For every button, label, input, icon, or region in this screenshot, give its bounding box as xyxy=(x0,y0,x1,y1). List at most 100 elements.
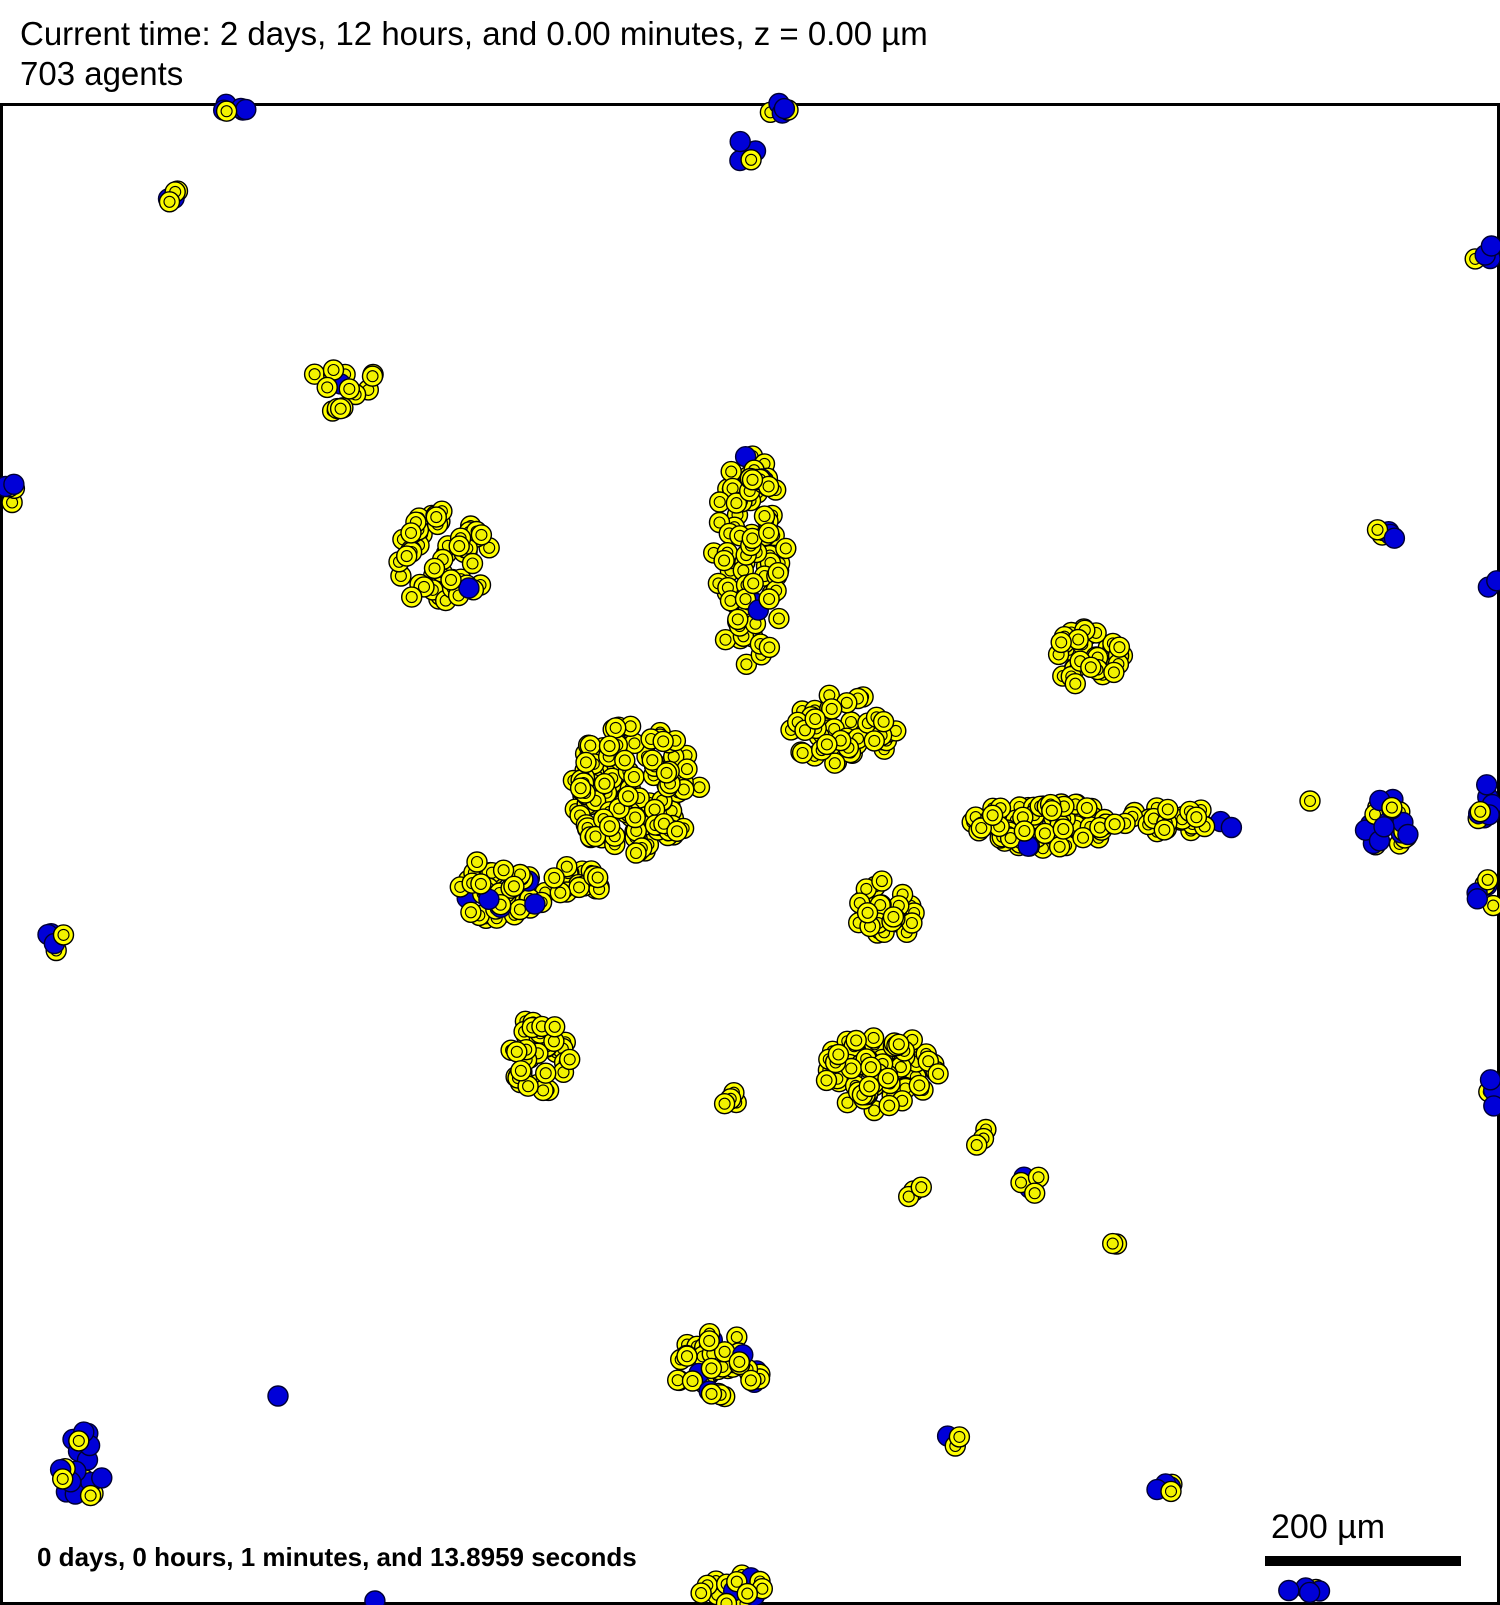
cell-yellow xyxy=(728,1351,750,1373)
cell-yellow xyxy=(871,870,893,892)
cell-yellow xyxy=(910,1176,932,1198)
cell-yellow xyxy=(158,191,181,213)
cell-yellow xyxy=(396,545,418,567)
cell-yellow xyxy=(719,590,742,612)
cell-yellow xyxy=(840,1057,862,1080)
cell-blue xyxy=(1480,235,1500,257)
cell-blue xyxy=(1373,816,1395,838)
cell-yellow xyxy=(623,766,645,788)
cell-yellow xyxy=(878,1094,900,1117)
cell-yellow xyxy=(1157,798,1179,821)
cell-yellow xyxy=(827,1043,850,1066)
cell-yellow xyxy=(1041,800,1063,822)
cell-yellow xyxy=(1027,1166,1050,1189)
cell-blue xyxy=(1486,570,1500,592)
cell-yellow xyxy=(715,1592,738,1605)
cell-blue xyxy=(458,577,480,599)
cell-yellow xyxy=(666,820,688,842)
cell-yellow xyxy=(856,902,879,924)
cell-yellow xyxy=(423,557,446,580)
cell-yellow xyxy=(758,588,780,610)
cell-yellow xyxy=(714,629,737,651)
cell-yellow xyxy=(676,1345,698,1367)
cell-yellow xyxy=(725,492,748,514)
cell-yellow xyxy=(1052,818,1075,840)
cell-yellow xyxy=(877,1067,899,1090)
cell-yellow xyxy=(401,586,423,608)
cell-yellow xyxy=(767,562,789,584)
cell-yellow xyxy=(1103,813,1126,835)
cell-blue xyxy=(364,1590,386,1605)
cell-blue xyxy=(267,1385,289,1407)
cell-yellow xyxy=(768,607,790,630)
cell-yellow xyxy=(470,873,492,895)
cell-yellow xyxy=(329,398,352,420)
cell-yellow xyxy=(758,522,780,544)
cell-yellow xyxy=(753,505,776,527)
cell-yellow xyxy=(466,851,488,873)
cell-blue xyxy=(1466,888,1489,910)
cell-yellow xyxy=(758,636,781,659)
cell-yellow xyxy=(599,815,621,837)
cell-yellow xyxy=(815,1069,838,1092)
cell-yellow xyxy=(1067,628,1089,651)
cell-yellow xyxy=(448,535,470,557)
cell-yellow xyxy=(575,751,597,774)
cell-yellow xyxy=(821,698,843,720)
cell-yellow xyxy=(1076,797,1098,819)
cell-yellow xyxy=(709,491,731,513)
cell-yellow xyxy=(605,717,627,739)
cell-yellow xyxy=(948,1426,971,1448)
cell-yellow xyxy=(510,1060,532,1082)
cell-yellow xyxy=(901,912,923,934)
cell-yellow xyxy=(713,1092,736,1115)
cell-yellow xyxy=(1299,790,1321,812)
cell-yellow xyxy=(757,475,780,498)
cell-yellow xyxy=(1072,827,1094,849)
cell-blue xyxy=(91,1467,113,1489)
elapsed-time-label: 0 days, 0 hours, 1 minutes, and 13.8959 … xyxy=(37,1542,637,1572)
cell-yellow xyxy=(641,749,663,771)
cell-yellow xyxy=(503,875,525,897)
cell-yellow xyxy=(698,1330,720,1352)
cell-yellow xyxy=(1048,836,1071,858)
cell-yellow xyxy=(1103,661,1125,684)
cell-yellow xyxy=(676,758,698,780)
cell-yellow xyxy=(700,1383,723,1405)
cell-yellow xyxy=(655,762,678,784)
cell-yellow xyxy=(316,376,338,399)
current-time-label: Current time: 2 days, 12 hours, and 0.00… xyxy=(20,15,928,52)
cell-yellow xyxy=(908,1074,930,1097)
cell-yellow xyxy=(927,1063,949,1085)
cell-yellow xyxy=(816,733,838,756)
cell-yellow xyxy=(1064,673,1087,695)
cell-yellow xyxy=(68,1430,90,1452)
cell-yellow xyxy=(741,469,764,491)
cell-yellow xyxy=(862,1027,885,1049)
cell-yellow xyxy=(700,1357,723,1380)
cell-yellow xyxy=(625,842,647,864)
agent-count-label: 703 agents xyxy=(20,55,184,92)
cell-yellow xyxy=(652,730,674,753)
cell-blue xyxy=(1397,823,1419,846)
cell-yellow xyxy=(470,524,493,546)
cell-yellow xyxy=(791,742,814,764)
cell-yellow xyxy=(492,859,515,881)
cell-yellow xyxy=(535,1062,557,1084)
cell-yellow xyxy=(742,572,764,595)
cell-yellow xyxy=(966,1134,988,1156)
cell-blue xyxy=(1220,816,1243,839)
cell-yellow xyxy=(690,1582,712,1604)
cell-blue xyxy=(773,97,796,120)
cell-yellow xyxy=(569,777,592,799)
cell-yellow xyxy=(824,752,846,774)
cell-yellow xyxy=(863,730,885,752)
cell-yellow xyxy=(598,735,621,757)
cell-yellow xyxy=(544,1016,566,1038)
cell-yellow xyxy=(624,806,646,829)
cell-yellow xyxy=(726,1326,748,1348)
cell-yellow xyxy=(1101,1232,1124,1255)
cell-yellow xyxy=(860,1056,882,1078)
cell-yellow xyxy=(845,1029,867,1052)
